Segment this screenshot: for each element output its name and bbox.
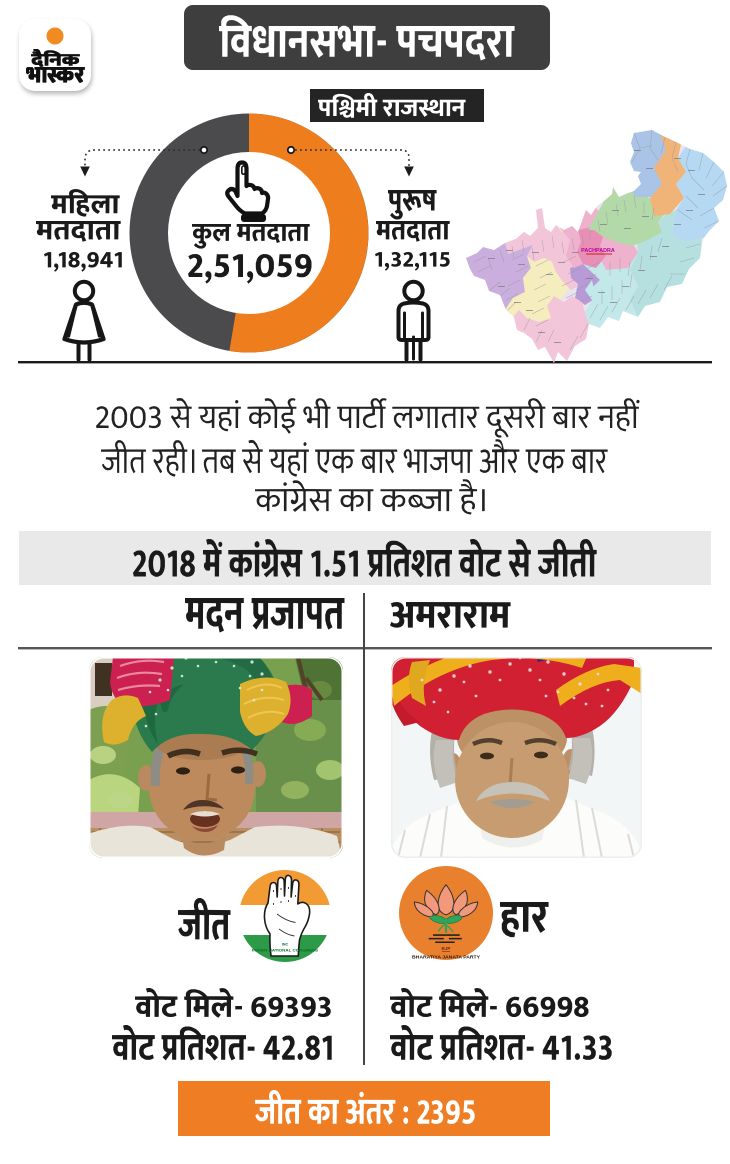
svg-text:INC: INC — [282, 943, 289, 947]
svg-text:PACHPADRA: PACHPADRA — [581, 248, 615, 254]
svg-text:BJP: BJP — [442, 946, 451, 951]
svg-text:BHARATIYA JANATA PARTY: BHARATIYA JANATA PARTY — [412, 955, 481, 961]
svg-text:INDIAN NATIONAL CONGRESS: INDIAN NATIONAL CONGRESS — [252, 949, 319, 953]
